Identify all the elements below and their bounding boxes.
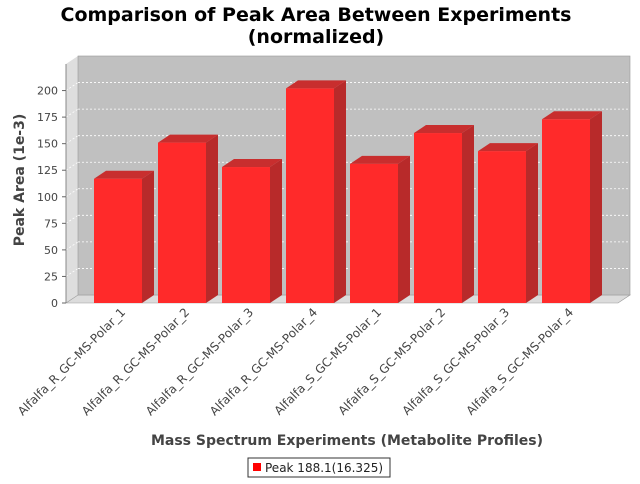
- grid-line-wall: [65, 161, 79, 171]
- bar-side: [142, 170, 154, 303]
- bar-side: [334, 80, 346, 303]
- bar-top: [542, 111, 602, 120]
- y-tick-label: 50: [44, 244, 58, 257]
- bar-front: [350, 163, 398, 303]
- bar: [542, 111, 602, 303]
- bar-top: [158, 134, 218, 143]
- plot-side-wall: [66, 56, 78, 303]
- y-tick-label: 150: [37, 138, 58, 151]
- bar: [222, 159, 282, 303]
- y-tick-label: 0: [51, 297, 58, 310]
- y-tick-label: 25: [44, 270, 58, 283]
- y-tick-label: 75: [44, 217, 58, 230]
- x-axis-title: Mass Spectrum Experiments (Metabolite Pr…: [151, 433, 543, 449]
- x-tick-label: Alfalfa_S_GC-MS-Polar_2: [335, 305, 448, 418]
- bar-front: [286, 88, 334, 303]
- grid-line-wall: [65, 215, 79, 224]
- y-tick-label: 175: [37, 111, 58, 124]
- chart-title-line2: (normalized): [248, 26, 385, 48]
- legend-box: [247, 457, 391, 478]
- y-axis-ticks: 0 25 50 75 100 125 150 175 200: [37, 85, 66, 310]
- bar-top: [286, 80, 346, 89]
- bar-top: [478, 143, 538, 152]
- bar-front: [158, 142, 206, 303]
- legend-swatch: [253, 463, 261, 471]
- x-tick-label: Alfalfa_S_GC-MS-Polar_1: [271, 305, 384, 418]
- grid-line-wall: [65, 82, 79, 91]
- y-tick-label: 100: [37, 191, 58, 204]
- bar-front: [94, 178, 142, 303]
- bars: [94, 80, 602, 304]
- y-tick-label: 200: [37, 85, 58, 98]
- legend-label: Peak 188.1(16.325): [265, 461, 383, 475]
- bar-front: [542, 119, 590, 303]
- bar-top: [94, 170, 154, 179]
- grid-line-wall: [65, 241, 79, 251]
- x-tick-label: Alfalfa_R_GC-MS-Polar_4: [207, 305, 320, 418]
- grid-line-wall: [65, 268, 79, 277]
- y-axis-title: Peak Area (1e-3): [12, 114, 28, 247]
- bar: [286, 80, 346, 303]
- grid-line-wall: [65, 135, 79, 144]
- x-tick-label: Alfalfa_R_GC-MS-Polar_1: [15, 305, 128, 418]
- x-tick-label: Alfalfa_S_GC-MS-Polar_4: [463, 305, 576, 418]
- bar-top: [350, 155, 410, 164]
- bar-side: [270, 159, 282, 303]
- bar-side: [526, 143, 538, 303]
- x-axis-tick-labels: Alfalfa_R_GC-MS-Polar_1Alfalfa_R_GC-MS-P…: [15, 305, 576, 418]
- bar-top: [414, 125, 474, 134]
- bar-top: [222, 159, 282, 168]
- bar-side: [398, 155, 410, 303]
- grid-line-wall: [65, 108, 79, 118]
- bar-side: [462, 125, 474, 304]
- bar: [414, 125, 474, 304]
- grid-line-wall: [65, 188, 79, 198]
- legend: Peak 188.1(16.325): [247, 457, 391, 478]
- bar-side: [206, 134, 218, 303]
- bar: [158, 134, 218, 303]
- bar: [478, 143, 538, 303]
- y-tick-label: 125: [37, 164, 58, 177]
- bar-front: [414, 133, 462, 303]
- x-tick-label: Alfalfa_R_GC-MS-Polar_2: [79, 305, 192, 418]
- bar-side: [590, 111, 602, 303]
- bar: [350, 155, 410, 303]
- bar: [94, 170, 154, 303]
- x-tick-label: Alfalfa_S_GC-MS-Polar_3: [399, 305, 512, 418]
- x-tick-label: Alfalfa_R_GC-MS-Polar_3: [143, 305, 256, 418]
- bar-front: [478, 151, 526, 303]
- bar-front: [222, 167, 270, 303]
- chart-title-line1: Comparison of Peak Area Between Experime…: [61, 4, 572, 26]
